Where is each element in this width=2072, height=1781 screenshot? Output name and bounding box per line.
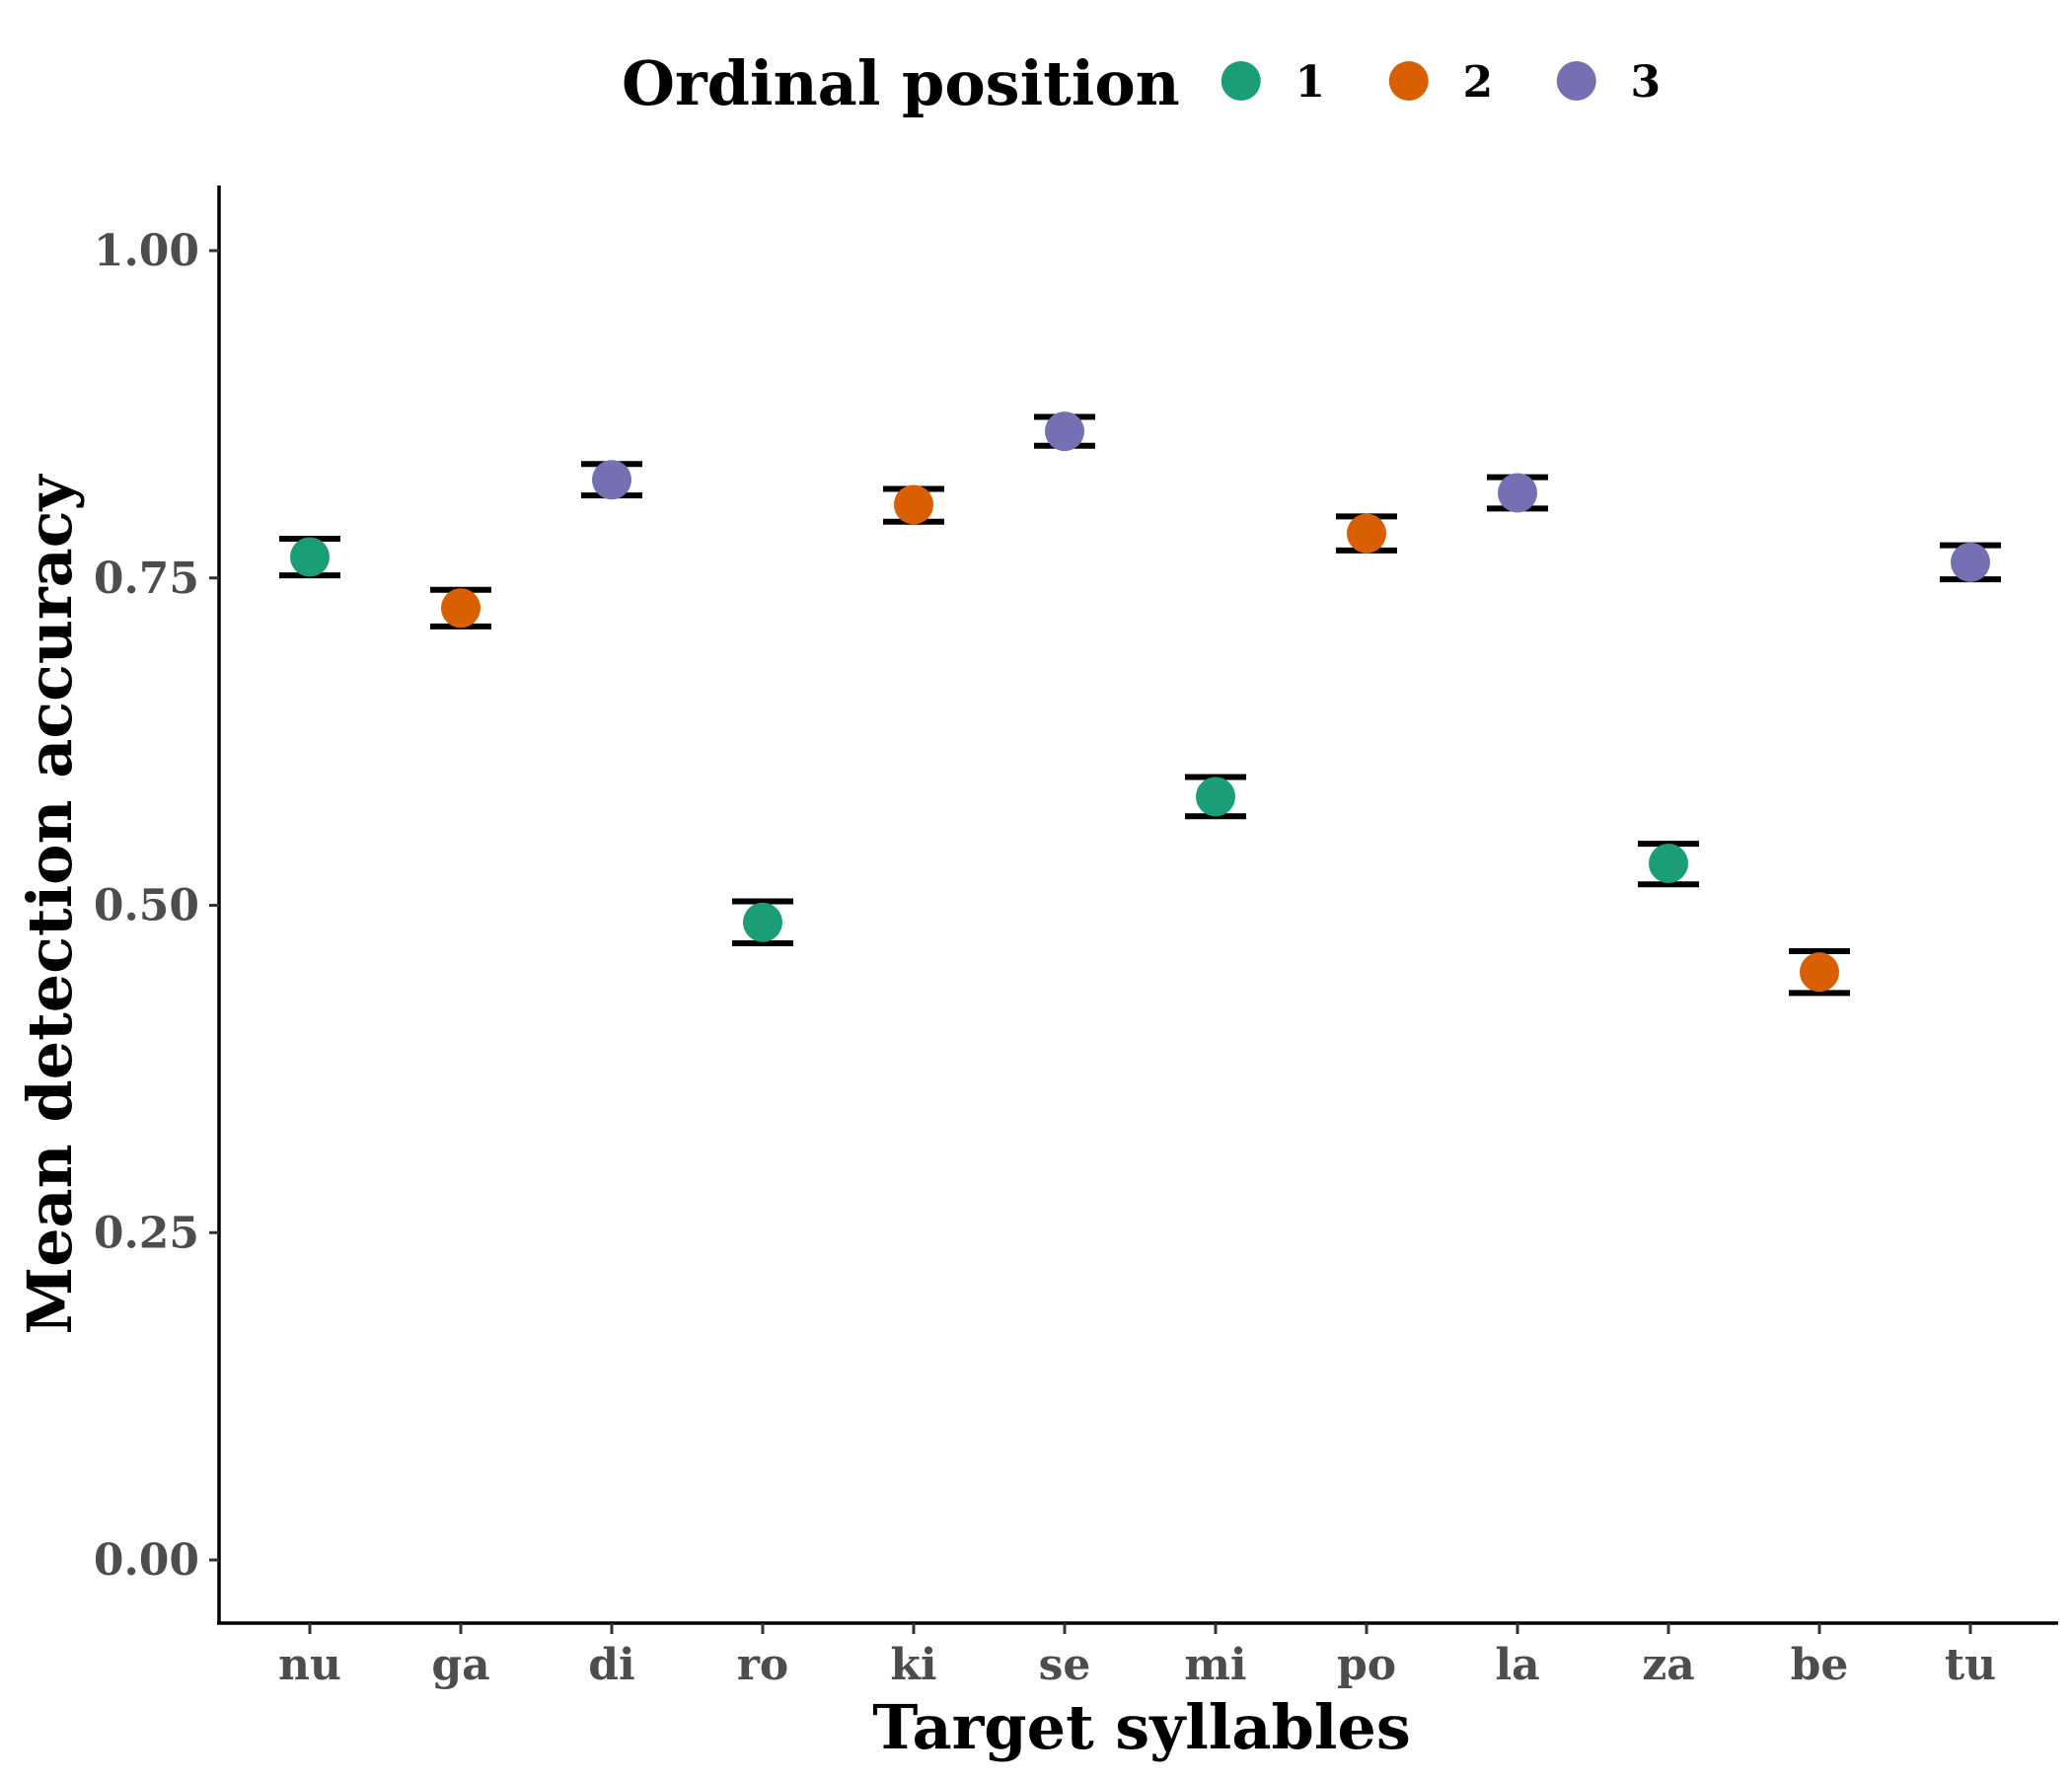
x-axis-title: Target syllables: [872, 1691, 1411, 1763]
y-tick-label: 0.25: [94, 1208, 199, 1258]
data-point-po: [1347, 513, 1386, 554]
data-point-se: [1045, 411, 1084, 452]
legend-swatch-1: [1221, 61, 1261, 101]
data-point-tu: [1951, 542, 1990, 582]
y-axis-title: Mean detection accuracy: [14, 473, 86, 1334]
x-tick-label: la: [1495, 1640, 1539, 1690]
data-point-ro: [743, 902, 782, 942]
legend-title: Ordinal position: [622, 47, 1180, 119]
legend-label: 1: [1295, 57, 1325, 108]
legend: Ordinal position 1 2 3: [622, 47, 1661, 119]
legend-entry: 1: [1221, 57, 1325, 108]
x-tick-label: mi: [1184, 1640, 1246, 1690]
legend-label: 2: [1462, 57, 1493, 108]
data-point-be: [1800, 952, 1839, 993]
x-tick-label: be: [1791, 1640, 1849, 1690]
data-point-la: [1498, 473, 1537, 513]
y-axis-ticks: 0.00 0.25 0.50 0.75 1.00: [94, 226, 219, 1586]
data-point-ki: [894, 484, 933, 525]
data-point-ga: [441, 588, 481, 629]
data-point-nu: [290, 537, 330, 577]
legend-label: 3: [1630, 57, 1661, 108]
y-tick-label: 1.00: [94, 226, 199, 276]
data-points: [290, 411, 1990, 993]
x-tick-label: di: [588, 1640, 634, 1690]
legend-entry: 3: [1556, 57, 1661, 108]
x-tick-label: po: [1337, 1640, 1396, 1690]
x-tick-label: ga: [431, 1640, 489, 1690]
x-tick-label: ro: [737, 1640, 789, 1690]
x-tick-label: nu: [278, 1640, 341, 1690]
error-bars: [279, 413, 2001, 997]
legend-swatch-3: [1556, 61, 1596, 101]
y-tick-label: 0.75: [94, 554, 199, 604]
legend-entries: 1 2 3: [1221, 57, 1661, 108]
data-point-za: [1649, 844, 1688, 884]
y-tick-label: 0.00: [94, 1535, 199, 1586]
data-point-di: [592, 460, 631, 500]
y-tick-label: 0.50: [94, 881, 199, 931]
data-point-mi: [1196, 777, 1235, 817]
x-axis-ticks: nu ga di ro ki se mi po la za be tu: [278, 1623, 1996, 1690]
x-tick-label: se: [1039, 1640, 1091, 1690]
legend-entry: 2: [1388, 57, 1493, 108]
legend-swatch-2: [1388, 61, 1429, 101]
x-tick-label: tu: [1945, 1640, 1996, 1690]
x-tick-label: za: [1642, 1640, 1695, 1690]
x-tick-label: ki: [890, 1640, 936, 1690]
